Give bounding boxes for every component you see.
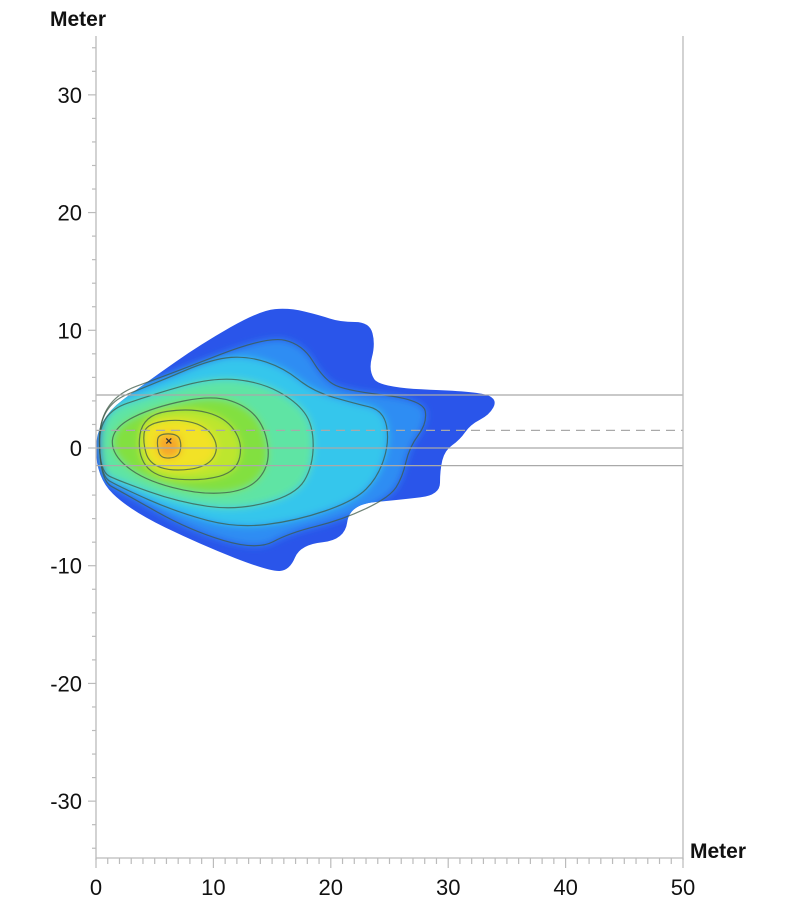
reference-lines — [96, 394, 683, 467]
contour-line-6 — [143, 419, 217, 471]
contour-lines — [98, 338, 427, 547]
contour-line-7 — [156, 433, 182, 459]
y-tick-label: 0 — [70, 436, 82, 461]
y-tick-label: -30 — [50, 789, 82, 814]
contour-line-1 — [98, 338, 427, 547]
heatmap-fills — [96, 308, 495, 572]
contour-fill-7 — [157, 433, 181, 459]
y-tick-label: -20 — [50, 671, 82, 696]
x-tick-label: 40 — [553, 875, 577, 900]
y-tick-label: -10 — [50, 554, 82, 579]
x-tick-label: 30 — [436, 875, 460, 900]
y-tick-label: 30 — [58, 83, 82, 108]
contour-line-3 — [98, 378, 314, 509]
y-axis-title: Meter — [50, 8, 106, 31]
axes: 0 10 20 30 40 50 30 20 10 0 -10 -20 -30 — [50, 36, 695, 900]
y-tick-label: 10 — [58, 318, 82, 343]
x-tick-label: 0 — [90, 875, 102, 900]
x-tick-label: 10 — [201, 875, 225, 900]
y-tick-label: 20 — [58, 201, 82, 226]
x-axis-title: Meter — [690, 840, 746, 863]
x-tick-label: 50 — [671, 875, 695, 900]
peak-marker — [165, 437, 172, 444]
contour-line-2 — [98, 356, 389, 527]
x-tick-label: 20 — [319, 875, 343, 900]
contour-line-5 — [138, 409, 242, 481]
